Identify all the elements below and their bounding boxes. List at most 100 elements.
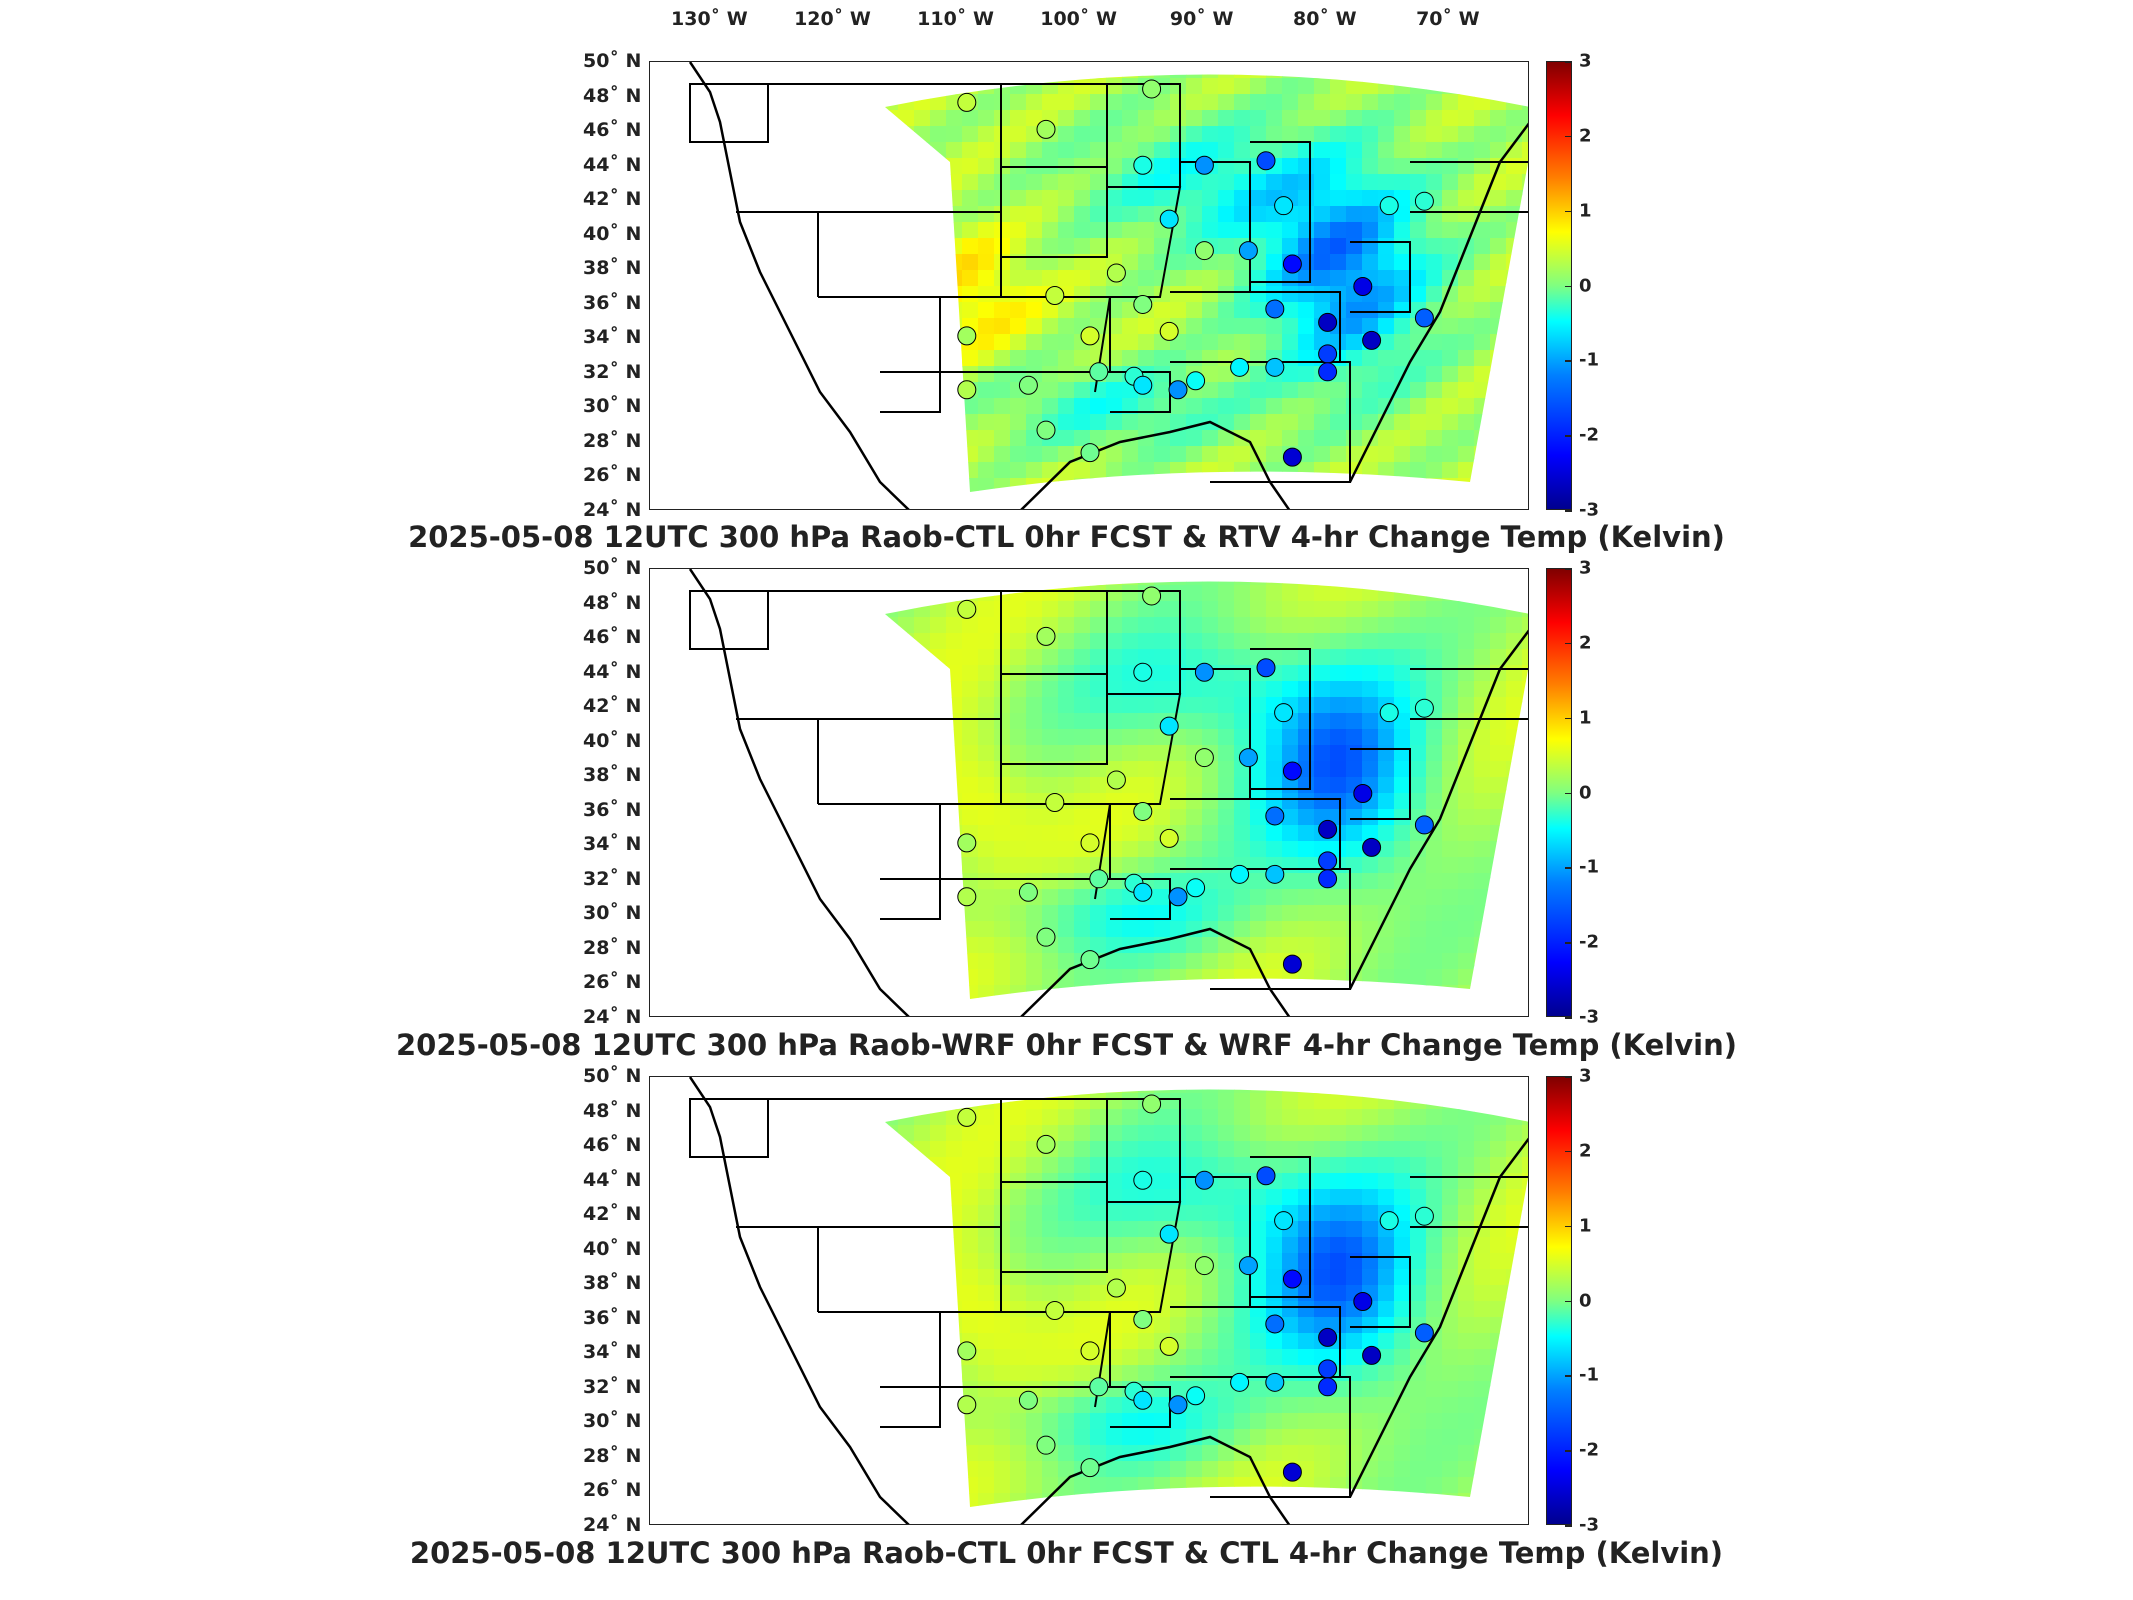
raob-station-marker [1186, 878, 1206, 898]
colorbar-tick-label: -1 [1579, 349, 1599, 371]
colorbar-tick-label: 3 [1579, 557, 1592, 579]
panel-title: 2025-05-08 12UTC 300 hPa Raob-CTL 0hr FC… [409, 1536, 1724, 1570]
colorbar-tick-mark [1565, 717, 1572, 720]
latitude-tick-label: 36˚ N [583, 291, 642, 314]
raob-station-marker [1133, 801, 1153, 821]
raob-station-marker [1036, 420, 1056, 440]
raob-station-marker [1018, 375, 1038, 395]
colorbar-tick-mark [1565, 792, 1572, 794]
longitude-tick-label: 130˚ W [671, 8, 748, 30]
colorbar-tick-label: 0 [1579, 275, 1592, 296]
state-boundary [1350, 1256, 1411, 1328]
raob-station-marker [1282, 1462, 1302, 1482]
raob-station-marker [957, 1107, 977, 1127]
state-boundary [1250, 648, 1311, 790]
raob-station-marker [1089, 869, 1109, 889]
raob-station-marker [1106, 1278, 1126, 1298]
colorbar-tick-mark [1565, 568, 1572, 570]
state-boundary [880, 1311, 941, 1428]
latitude-tick-label: 34˚ N [583, 833, 642, 856]
raob-station-marker [1318, 1327, 1338, 1347]
latitude-tick-label: 38˚ N [583, 1272, 642, 1295]
state-boundary [736, 211, 819, 297]
latitude-tick-label: 50˚ N [583, 1065, 642, 1087]
colorbar-tick-label: 1 [1579, 707, 1592, 729]
raob-station-marker [1274, 196, 1294, 216]
raob-station-marker [1353, 1292, 1373, 1311]
state-boundary [689, 83, 769, 143]
colorbar-tick-mark [1565, 1525, 1572, 1527]
raob-station-marker [1256, 658, 1276, 678]
state-boundary [736, 1226, 819, 1312]
raob-station-marker [1414, 1323, 1434, 1343]
colorbar-tick-mark [1565, 642, 1572, 645]
raob-station-marker [1080, 1341, 1100, 1361]
raob-station-marker [1159, 828, 1179, 848]
temperature-field [885, 74, 1528, 492]
latitude-tick-label: 28˚ N [583, 1444, 642, 1467]
colorbar-tick-mark [1565, 135, 1572, 138]
raob-station-marker [1106, 263, 1126, 283]
state-boundary [1250, 141, 1311, 283]
latitude-tick-label: 30˚ N [583, 395, 642, 418]
raob-station-marker [1168, 1395, 1188, 1415]
raob-station-marker [1080, 833, 1100, 853]
state-boundary [940, 1311, 1112, 1408]
raob-station-marker [1353, 784, 1373, 803]
longitude-tick-label: 120˚ W [794, 8, 871, 30]
raob-station-marker [1256, 151, 1276, 171]
colorbar-tick-mark [1565, 285, 1572, 287]
raob-station-marker [957, 1395, 977, 1415]
colorbar-tick-mark [1565, 61, 1572, 63]
latitude-tick-label: 50˚ N [583, 50, 642, 72]
raob-station-marker [1133, 1170, 1153, 1190]
latitude-tick-label: 42˚ N [583, 695, 642, 718]
raob-station-marker [1318, 869, 1338, 889]
raob-station-marker [1036, 626, 1056, 646]
raob-station-marker [1194, 662, 1214, 682]
raob-station-marker [1379, 196, 1399, 216]
latitude-tick-label: 24˚ N [583, 1514, 642, 1536]
state-boundary [1350, 241, 1411, 313]
state-boundary [880, 803, 941, 920]
raob-station-marker [1230, 1372, 1250, 1392]
raob-station-marker [1133, 294, 1153, 314]
coastline [688, 62, 1528, 509]
raob-station-marker [1265, 357, 1285, 377]
colorbar-tick-label: -2 [1579, 424, 1599, 446]
latitude-tick-label: 40˚ N [583, 729, 642, 752]
latitude-tick-label: 32˚ N [583, 867, 642, 890]
raob-station-marker [1045, 1300, 1065, 1320]
colorbar-tick-label: -2 [1579, 931, 1599, 953]
longitude-tick-label: 100˚ W [1040, 8, 1117, 30]
colorbar-tick-label: -1 [1579, 856, 1599, 878]
latitude-tick-label: 32˚ N [583, 1375, 642, 1398]
raob-station-marker [1133, 662, 1153, 682]
raob-station-marker [1282, 254, 1302, 274]
raob-station-marker [1318, 1359, 1338, 1379]
latitude-tick-label: 34˚ N [583, 326, 642, 349]
temperature-field [885, 581, 1528, 999]
raob-station-marker [957, 1341, 977, 1361]
raob-station-marker [1133, 1390, 1153, 1410]
latitude-tick-label: 26˚ N [583, 971, 642, 994]
latitude-tick-label: 40˚ N [583, 222, 642, 245]
raob-station-marker [1159, 209, 1179, 229]
colorbar-tick-mark [1565, 360, 1572, 362]
colorbar-tick-mark [1565, 942, 1572, 944]
latitude-tick-label: 30˚ N [583, 902, 642, 925]
raob-station-marker [1265, 1314, 1285, 1334]
raob-station-marker [1168, 380, 1188, 400]
raob-station-marker [1362, 1345, 1382, 1365]
latitude-tick-label: 28˚ N [583, 429, 642, 452]
latitude-tick-label: 48˚ N [583, 84, 642, 107]
raob-station-marker [1362, 330, 1382, 350]
latitude-tick-label: 48˚ N [583, 1099, 642, 1122]
colorbar-tick-mark [1565, 1375, 1572, 1377]
raob-station-marker [1018, 882, 1038, 902]
latitude-tick-label: 46˚ N [583, 1134, 642, 1157]
raob-station-marker [1133, 155, 1153, 175]
colorbar-tick-mark [1565, 210, 1572, 213]
state-boundary [1410, 1176, 1528, 1228]
raob-station-marker [1142, 1094, 1162, 1114]
